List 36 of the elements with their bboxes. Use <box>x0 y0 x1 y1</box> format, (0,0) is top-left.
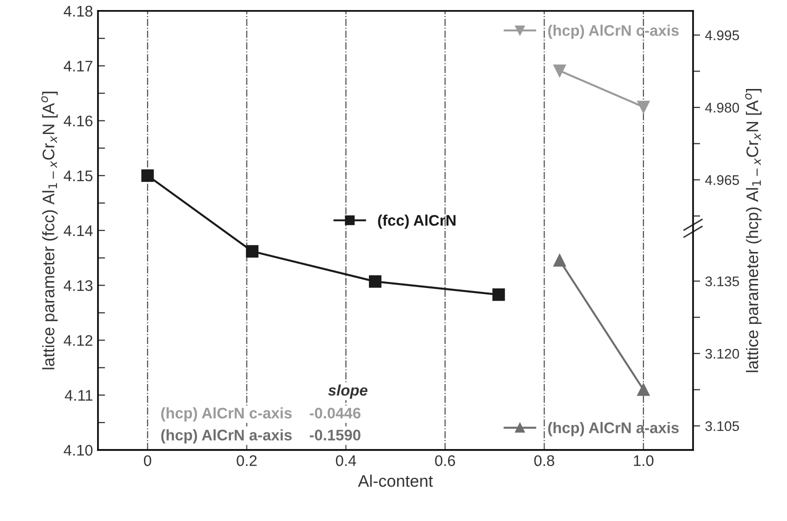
y2-tick-label: 4.980 <box>705 102 740 113</box>
x-tick-label: 0.4 <box>336 455 356 466</box>
y2-tick-label: 4.995 <box>705 30 740 40</box>
y-tick-label: 4.16 <box>64 116 92 126</box>
annotation: -0.1590 <box>310 430 360 440</box>
annotation: slope <box>328 384 368 399</box>
y2-tick-label: 4.965 <box>705 175 740 185</box>
x-axis-title: Al-content <box>358 474 433 487</box>
annotation: (hcp) AlCrN c-axis <box>161 407 292 422</box>
annotation: -0.0446 <box>310 408 360 419</box>
y-tick-label: 4.13 <box>64 280 92 292</box>
point <box>246 245 258 258</box>
point <box>492 288 505 301</box>
y-tick-label: 4.12 <box>64 335 92 346</box>
legend-label: (hcp) AlCrN c-axis <box>548 24 679 39</box>
y-tick-label: 4.18 <box>64 6 92 17</box>
y-axis-title: lattice parameter (fcc) Al$_{1−x}$Cr$_{x}$N [A$^{o}$] <box>41 92 58 370</box>
x-tick-label: 1.0 <box>634 455 654 466</box>
y2-axis-title: lattice parameter (hcp) Al$_{1−x}$Cr$_{x}$N [A$^{o}$] <box>745 89 762 372</box>
x-tick-label: 0.6 <box>435 455 456 466</box>
point <box>368 275 382 288</box>
y-tick-label: 4.17 <box>64 60 92 72</box>
legend-label: (fcc) AlCrN <box>378 214 456 229</box>
y3-tick-label: 3.120 <box>705 348 740 359</box>
y-tick-label: 4.15 <box>64 170 92 182</box>
y-tick-label: 4.11 <box>64 390 92 401</box>
y-tick-label: 4.10 <box>64 444 93 456</box>
y-tick-label: 4.14 <box>64 225 93 236</box>
legend-label: (hcp) AlCrN a-axis <box>548 422 679 436</box>
x-tick-label: 0 <box>144 455 152 466</box>
y3-tick-label: 3.135 <box>705 276 740 286</box>
x-tick-label: 0.2 <box>236 455 257 466</box>
y3-tick-label: 3.105 <box>705 421 740 432</box>
point <box>141 169 154 182</box>
x-tick-label: 0.8 <box>534 455 554 466</box>
annotation: (hcp) AlCrN a-axis <box>161 429 292 444</box>
